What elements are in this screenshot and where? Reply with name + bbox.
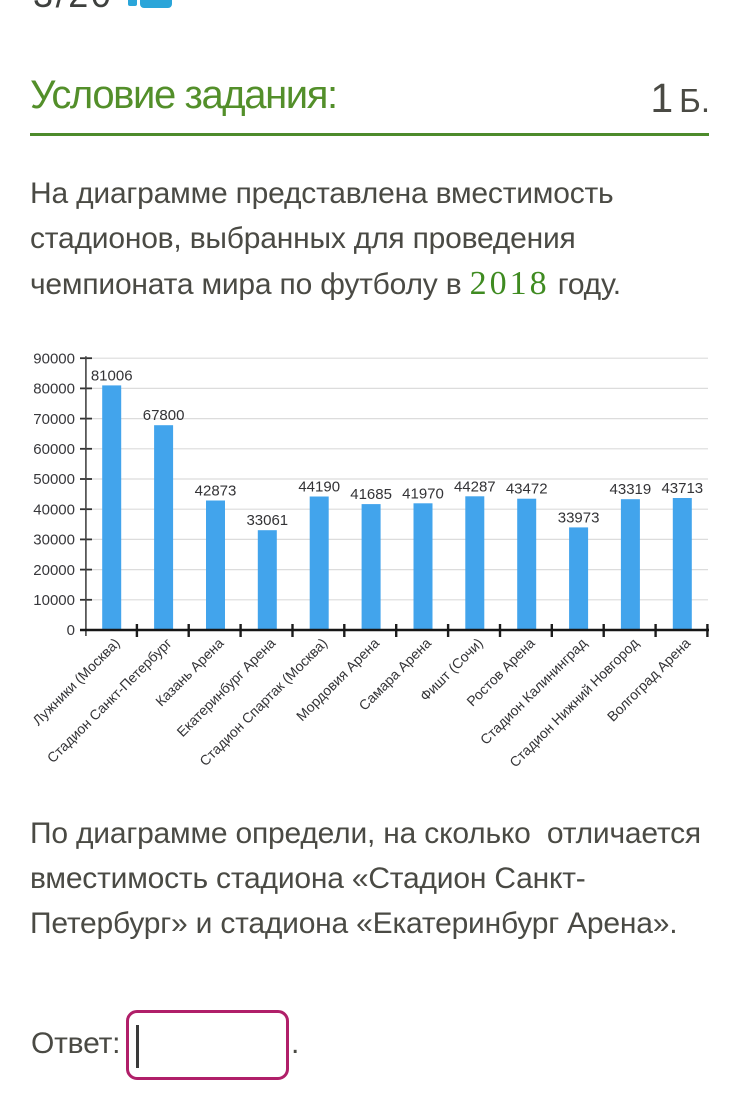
svg-text:41685: 41685 <box>350 486 392 503</box>
svg-text:43713: 43713 <box>661 480 703 497</box>
svg-text:Лужники (Москва): Лужники (Москва) <box>29 635 123 729</box>
svg-text:43472: 43472 <box>506 481 548 498</box>
svg-text:33973: 33973 <box>558 509 600 526</box>
svg-text:90000: 90000 <box>33 350 75 367</box>
svg-text:10000: 10000 <box>33 592 75 609</box>
svg-text:0: 0 <box>67 622 75 639</box>
svg-text:Екатеринбург Арена: Екатеринбург Арена <box>173 635 278 740</box>
svg-text:44190: 44190 <box>298 479 340 496</box>
svg-text:60000: 60000 <box>33 441 75 458</box>
svg-text:41970: 41970 <box>402 485 444 502</box>
svg-text:33061: 33061 <box>246 512 288 529</box>
svg-text:20000: 20000 <box>33 562 75 579</box>
svg-text:44287: 44287 <box>454 478 496 495</box>
svg-text:70000: 70000 <box>33 411 75 428</box>
svg-text:81006: 81006 <box>91 367 133 384</box>
svg-text:30000: 30000 <box>33 532 75 549</box>
svg-text:42873: 42873 <box>195 483 237 500</box>
svg-text:67800: 67800 <box>143 407 185 424</box>
svg-text:40000: 40000 <box>33 501 75 518</box>
svg-text:80000: 80000 <box>33 381 75 398</box>
svg-text:50000: 50000 <box>33 471 75 488</box>
svg-text:43319: 43319 <box>610 481 652 498</box>
